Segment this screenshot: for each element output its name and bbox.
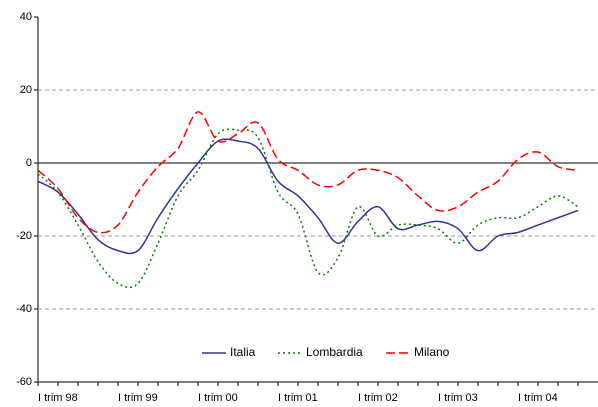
series-line [37, 111, 579, 234]
y-tick-label: -40 [16, 303, 32, 315]
y-tick-label: -20 [16, 230, 32, 242]
y-tick-label: -60 [16, 376, 32, 388]
x-tick-label: I trim 04 [518, 392, 558, 404]
legend-label: Italia [230, 345, 256, 359]
x-tick-label: I trim 03 [438, 392, 478, 404]
x-tick-label: I trim 02 [358, 392, 398, 404]
series-line [37, 128, 579, 289]
y-tick-label: 0 [26, 157, 32, 169]
x-tick-label: I trim 98 [38, 392, 78, 404]
y-tick-label: 20 [20, 84, 32, 96]
legend-label: Milano [414, 345, 450, 359]
x-tick-label: I trim 00 [198, 392, 238, 404]
legend-label: Lombardia [306, 345, 363, 359]
series-line [37, 138, 579, 255]
x-tick-label: I trim 99 [118, 392, 158, 404]
y-tick-label: 40 [20, 11, 32, 23]
x-tick-label: I trim 01 [278, 392, 318, 404]
